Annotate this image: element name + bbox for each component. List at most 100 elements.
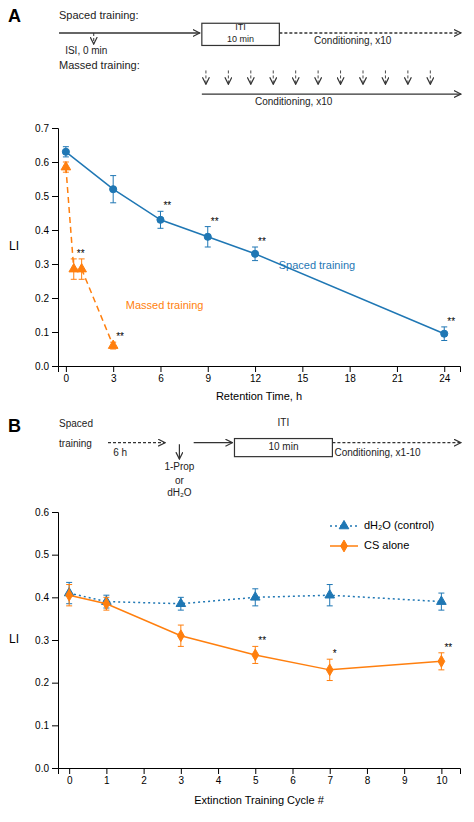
legend-item: dH₂O (control) [330,519,434,531]
diagram-arrow [430,70,431,84]
tick-mark [404,768,405,774]
tick: 0.1 [35,720,58,731]
tick-mark [441,768,442,774]
tick-mark [160,366,161,372]
tick-mark [66,366,67,372]
tick: 0.3 [35,259,58,270]
diagram-label: 6 h [113,447,127,458]
diagram-label: ITI [278,417,290,428]
significance-label: * [333,648,337,659]
diagram-arrow [179,444,180,459]
tick-mark [218,768,219,774]
tick-label: 0 [64,373,70,384]
diagram-label: Conditioning, x10 [314,35,392,46]
significance-label: ** [163,200,171,211]
tick-mark [350,366,351,372]
y-axis-title: LI [9,239,19,253]
diagram-arrow [279,32,461,33]
tick: 24 [439,366,451,384]
tick-mark [397,366,398,372]
error-bar [252,247,258,261]
diagram-arrow [250,70,251,84]
tick: 0.2 [35,293,58,304]
diagram-arrow [228,70,229,84]
series [66,585,445,681]
tick-label: 5 [253,775,259,786]
tick-mark [181,768,182,774]
tick: 3 [179,768,185,786]
tick-label: 0.4 [35,225,49,236]
diagram-label: Spaced training: [59,9,139,21]
tick-label: 0 [67,775,73,786]
tick-label: 24 [439,373,451,384]
x-axis-title: Extinction Training Cycle # [194,794,324,806]
significance-label: ** [444,642,452,653]
tick-label: 0.1 [35,327,49,338]
data-point [438,655,445,667]
diagram-label: or [175,475,185,486]
error-bar [438,653,444,670]
tick: 0.5 [35,191,58,202]
series-line [66,167,113,346]
tick-label: 0.3 [35,259,49,270]
plot-area: 0123456789100.00.10.20.30.40.50.6Extinct… [9,507,461,806]
tick: 12 [250,366,262,384]
diagram-label: dH₂O [167,487,192,498]
tick-label: 18 [345,373,357,384]
legend-marker [341,540,348,552]
data-point [157,216,164,223]
tick: 0.0 [35,361,58,372]
series [62,147,447,341]
diagram-label: 1-Prop [164,461,194,472]
y-axis-title: LI [9,632,19,646]
protocol-diagram: Spacedtraining6 h1-PropordH₂OITI10 minCo… [59,417,461,498]
tick: 8 [365,768,371,786]
data-point [437,596,447,604]
legend-marker [339,520,349,528]
tick-mark [255,768,256,774]
tick: 10 [436,768,448,786]
data-point [326,664,333,676]
tick-mark [52,196,58,197]
tick: 0 [67,768,73,786]
tick-label: 4 [216,775,222,786]
panel: ASpaced training:ISI, 0 minITI10 minCond… [8,6,461,402]
tick-mark [52,555,58,556]
tick: 2 [141,768,147,786]
tick: 0.3 [35,635,58,646]
error-bar [157,211,163,228]
data-point [61,162,71,170]
legend-label: dH₂O (control) [364,519,434,531]
tick: 0.4 [35,592,58,603]
significance-label: ** [258,635,266,646]
tick-mark [69,768,70,774]
diagram-label: ITI [235,22,246,32]
error-bar [110,176,116,203]
diagram-arrow [332,442,461,443]
tick-mark [52,332,58,333]
data-point [62,148,69,155]
data-point [176,598,186,606]
data-point [177,630,184,642]
tick-label: 8 [365,775,371,786]
tick: 1 [104,768,110,786]
tick-mark [144,768,145,774]
series-label: Massed training [126,299,204,311]
error-bar [178,625,184,646]
data-point [441,330,448,337]
tick-label: 0.5 [35,191,49,202]
diagram-arrow [318,70,319,84]
axis-line [52,129,59,367]
error-bar [66,585,72,606]
tick-label: 0.0 [35,361,49,372]
tick-label: 3 [111,373,117,384]
error-bar [103,597,109,610]
tick-label: 6 [158,373,164,384]
axis-line [59,367,461,373]
tick-mark [52,597,58,598]
tick-mark [208,366,209,372]
data-marks [64,582,446,680]
tick: 18 [345,366,357,384]
data-point [103,598,110,610]
tick: 0 [64,366,70,384]
